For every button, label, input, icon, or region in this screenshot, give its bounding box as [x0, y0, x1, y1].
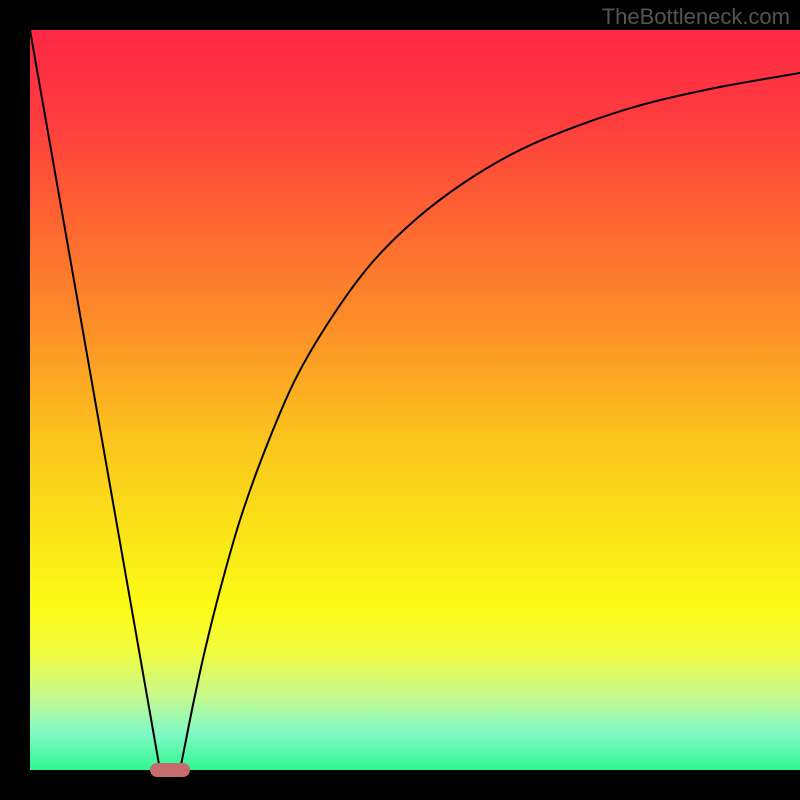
bottleneck-chart — [0, 0, 800, 800]
plot-area — [30, 30, 800, 770]
chart-container: TheBottleneck.com — [0, 0, 800, 800]
watermark-text: TheBottleneck.com — [602, 4, 790, 30]
optimal-marker — [150, 763, 190, 777]
